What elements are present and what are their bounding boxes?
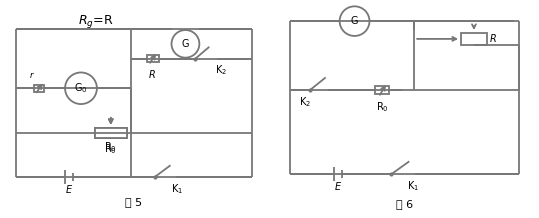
Text: K$_2$: K$_2$ [299,95,311,109]
Text: E: E [335,182,341,192]
Bar [95,128,127,138]
Text: r: r [30,71,33,80]
Text: $R_g$=R: $R_g$=R [78,13,114,30]
Text: R$_0$: R$_0$ [105,141,117,154]
Text: 图 6: 图 6 [396,199,413,209]
Text: E: E [66,185,72,195]
Text: K$_1$: K$_1$ [170,182,183,196]
Bar [461,33,487,45]
Text: G: G [182,39,189,49]
Text: K$_2$: K$_2$ [215,64,227,77]
Bar [147,55,158,62]
Text: K$_1$: K$_1$ [407,179,419,193]
Circle shape [171,30,199,58]
Circle shape [65,72,97,104]
Text: R: R [149,70,156,80]
Bar [95,128,127,138]
Text: 图 5: 图 5 [125,197,142,207]
Circle shape [340,6,369,36]
Text: R: R [490,34,496,44]
Text: G$_0$: G$_0$ [74,81,88,95]
Bar [34,85,44,92]
Text: R$_0$: R$_0$ [376,100,389,114]
Text: G: G [351,16,358,26]
Text: R$_0$: R$_0$ [105,143,117,156]
Bar [376,86,389,94]
